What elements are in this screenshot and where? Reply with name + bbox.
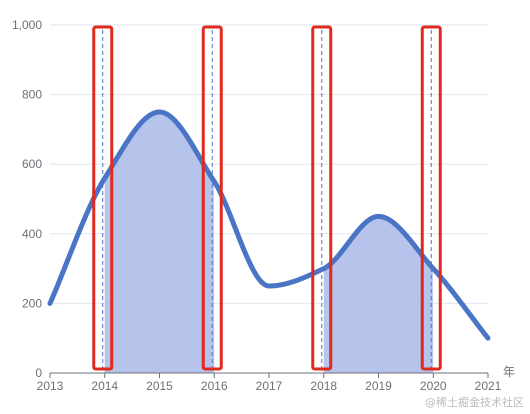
highlight-box — [420, 25, 442, 371]
x-tick-label: 2019 — [365, 379, 392, 393]
highlight-box — [311, 25, 333, 371]
x-tick-label: 2018 — [310, 379, 337, 393]
series-line — [47, 109, 491, 341]
y-tick-label: 600 — [22, 157, 42, 171]
x-tick-label: 2017 — [256, 379, 283, 393]
y-tick-label: 200 — [22, 296, 42, 310]
series-line-layer — [47, 109, 491, 341]
x-tick-label: 2020 — [420, 379, 447, 393]
highlight-box — [92, 25, 114, 371]
x-tick-label: 2013 — [37, 379, 64, 393]
year-markers — [92, 25, 442, 373]
y-tick-label: 400 — [22, 227, 42, 241]
highlight-box — [201, 25, 223, 371]
x-tick-label: 2014 — [91, 379, 118, 393]
x-tick-label: 2021 — [475, 379, 502, 393]
x-tick-label: 2015 — [146, 379, 173, 393]
x-tick-label: 2016 — [201, 379, 228, 393]
watermark: @稀土掘金技术社区 — [425, 396, 524, 409]
y-tick-label: 0 — [35, 366, 42, 380]
shaded-areas — [104, 112, 434, 373]
y-tick-label: 800 — [22, 88, 42, 102]
tick-labels: 0 200 400 600 800 1,000 2013 2014 2015 2016 2017 20… — [12, 18, 502, 393]
shaded-area — [323, 216, 434, 373]
axes — [49, 372, 489, 378]
shaded-area — [104, 112, 215, 373]
x-axis-name: 年 — [503, 365, 515, 379]
y-tick-label: 1,000 — [12, 18, 42, 32]
